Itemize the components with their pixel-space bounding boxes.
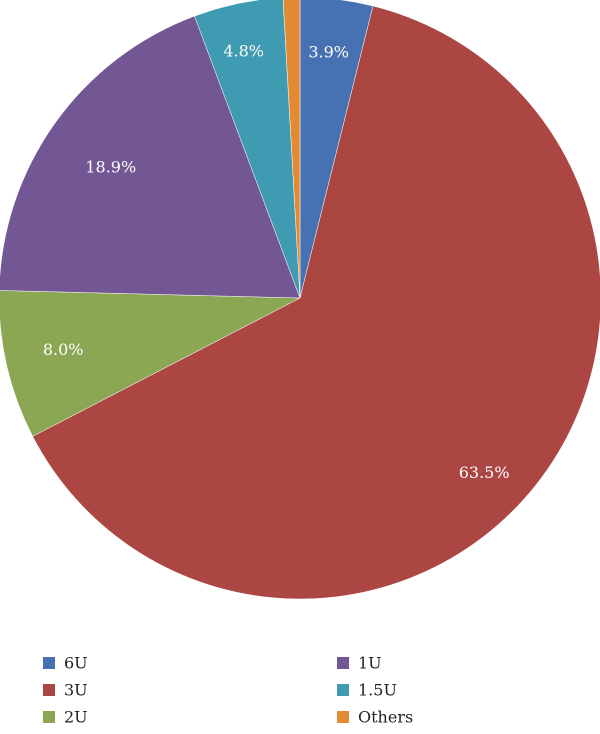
legend-label: 1U (358, 654, 382, 673)
legend-item-1-5u: 1.5U (337, 681, 397, 700)
legend-item-6u: 6U (43, 654, 88, 673)
pie-slice-1-5u (194, 0, 301, 299)
pie-slice-others (282, 0, 301, 299)
legend-label: 2U (64, 708, 88, 727)
legend-item-others: Others (337, 708, 413, 727)
legend-swatch (43, 684, 55, 696)
pie-slice-2u (0, 290, 301, 437)
pie-label-3u: 63.5% (459, 463, 510, 482)
legend-label: Others (358, 708, 413, 727)
pie-slice-1u (0, 15, 301, 299)
legend-item-2u: 2U (43, 708, 88, 727)
legend-item-3u: 3U (43, 681, 88, 700)
legend-swatch (337, 684, 349, 696)
pie-slices (0, 0, 600, 600)
legend-label: 6U (64, 654, 88, 673)
pie-label-1u: 18.9% (85, 157, 136, 176)
legend-swatch (337, 711, 349, 723)
pie-labels: 3.9% 63.5% 8.0% 18.9% 4.8% (43, 42, 510, 482)
pie-label-6u: 3.9% (308, 42, 349, 61)
legend-swatch (43, 711, 55, 723)
legend-swatch (337, 657, 349, 669)
legend-label: 3U (64, 681, 88, 700)
legend-swatch (43, 657, 55, 669)
legend-item-1u: 1U (337, 654, 382, 673)
legend: 6U 1U 3U 1.5U 2U Others (43, 654, 413, 727)
pie-label-1-5u: 4.8% (223, 42, 264, 61)
legend-label: 1.5U (358, 681, 397, 700)
pie-slice-3u (32, 5, 600, 600)
pie-label-2u: 8.0% (43, 340, 84, 359)
